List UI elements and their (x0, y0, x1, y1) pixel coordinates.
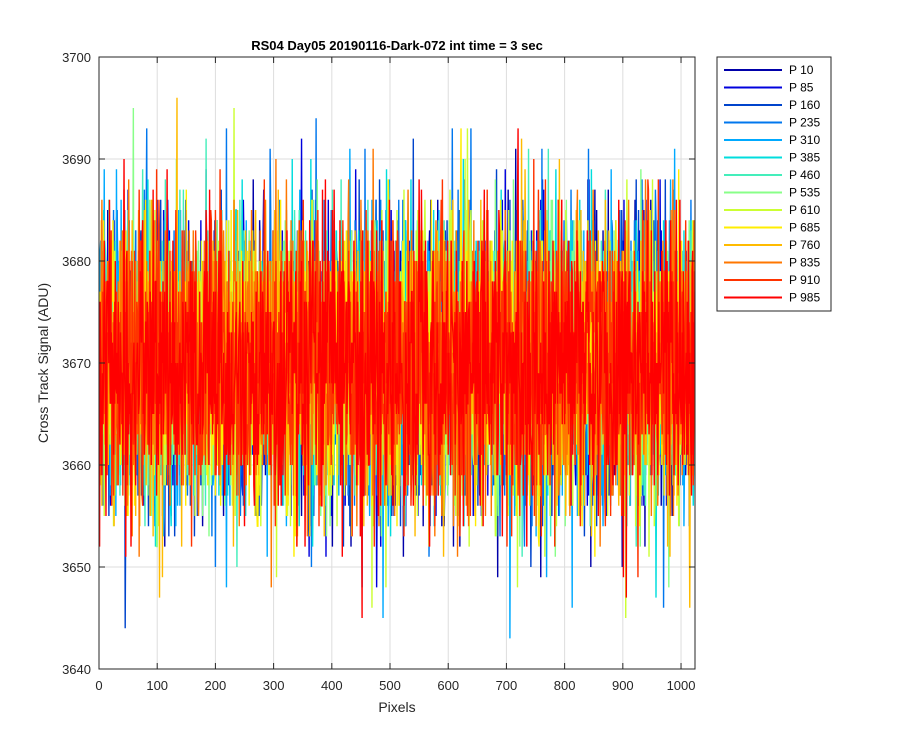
y-tick-label: 3690 (62, 152, 91, 167)
legend-item[interactable]: P 460 (724, 168, 820, 182)
legend-item[interactable]: P 160 (724, 98, 820, 112)
legend-label: P 535 (789, 186, 820, 200)
legend-label: P 385 (789, 151, 820, 165)
legend-item[interactable]: P 10 (724, 63, 814, 77)
x-tick-label: 500 (379, 678, 401, 693)
legend-item[interactable]: P 685 (724, 221, 820, 235)
legend-item[interactable]: P 760 (724, 238, 820, 252)
x-tick-label: 1000 (667, 678, 696, 693)
x-tick-label: 900 (612, 678, 634, 693)
legend-item[interactable]: P 610 (724, 203, 820, 217)
legend-item[interactable]: P 910 (724, 273, 820, 287)
y-tick-label: 3640 (62, 662, 91, 677)
legend-label: P 235 (789, 116, 820, 130)
x-tick-label: 400 (321, 678, 343, 693)
legend-label: P 160 (789, 98, 820, 112)
x-tick-label: 600 (437, 678, 459, 693)
legend-label: P 910 (789, 273, 820, 287)
series-lines (99, 97, 695, 639)
legend-label: P 760 (789, 238, 820, 252)
y-tick-label: 3670 (62, 356, 91, 371)
legend-box (716, 56, 832, 312)
y-tick-label: 3650 (62, 560, 91, 575)
y-tick-label: 3700 (62, 50, 91, 65)
legend-item[interactable]: P 985 (724, 291, 820, 305)
legend-item[interactable]: P 235 (724, 116, 820, 130)
legend-label: P 685 (789, 221, 820, 235)
legend-items: P 10 P 85 P 160 P 235 P 310 P 385 P 460 P 535 P … (724, 63, 820, 305)
legend-label: P 835 (789, 256, 820, 270)
y-axis-label: Cross Track Signal (ADU) (35, 283, 51, 443)
legend-label: P 985 (789, 291, 820, 305)
x-tick-label: 700 (496, 678, 518, 693)
x-axis-label: Pixels (378, 699, 415, 715)
y-tick-label: 3680 (62, 254, 91, 269)
x-tick-label: 0 (95, 678, 102, 693)
y-tick-label: 3660 (62, 458, 91, 473)
legend-label: P 10 (789, 63, 814, 77)
x-tick-label: 200 (205, 678, 227, 693)
legend-label: P 310 (789, 133, 820, 147)
x-tick-label: 300 (263, 678, 285, 693)
series-line-p-910 (99, 158, 695, 578)
x-tick-label: 100 (146, 678, 168, 693)
legend-label: P 610 (789, 203, 820, 217)
legend-item[interactable]: P 385 (724, 151, 820, 165)
series-line-p-985 (99, 128, 695, 619)
legend-item[interactable]: P 85 (724, 81, 814, 95)
legend-label: P 460 (789, 168, 820, 182)
x-tick-label: 800 (554, 678, 576, 693)
legend-item[interactable]: P 835 (724, 256, 820, 270)
legend-item[interactable]: P 310 (724, 133, 820, 147)
legend[interactable]: P 10 P 85 P 160 P 235 P 310 P 385 P 460 P 535 P … (716, 56, 832, 312)
legend-item[interactable]: P 535 (724, 186, 820, 200)
legend-label: P 85 (789, 81, 814, 95)
chart-title: RS04 Day05 20190116-Dark-072 int time = … (251, 38, 543, 53)
axis-ticks: 0 100 200 300 400 500 600 700 800 900 1000 3640 3650… (62, 50, 695, 693)
